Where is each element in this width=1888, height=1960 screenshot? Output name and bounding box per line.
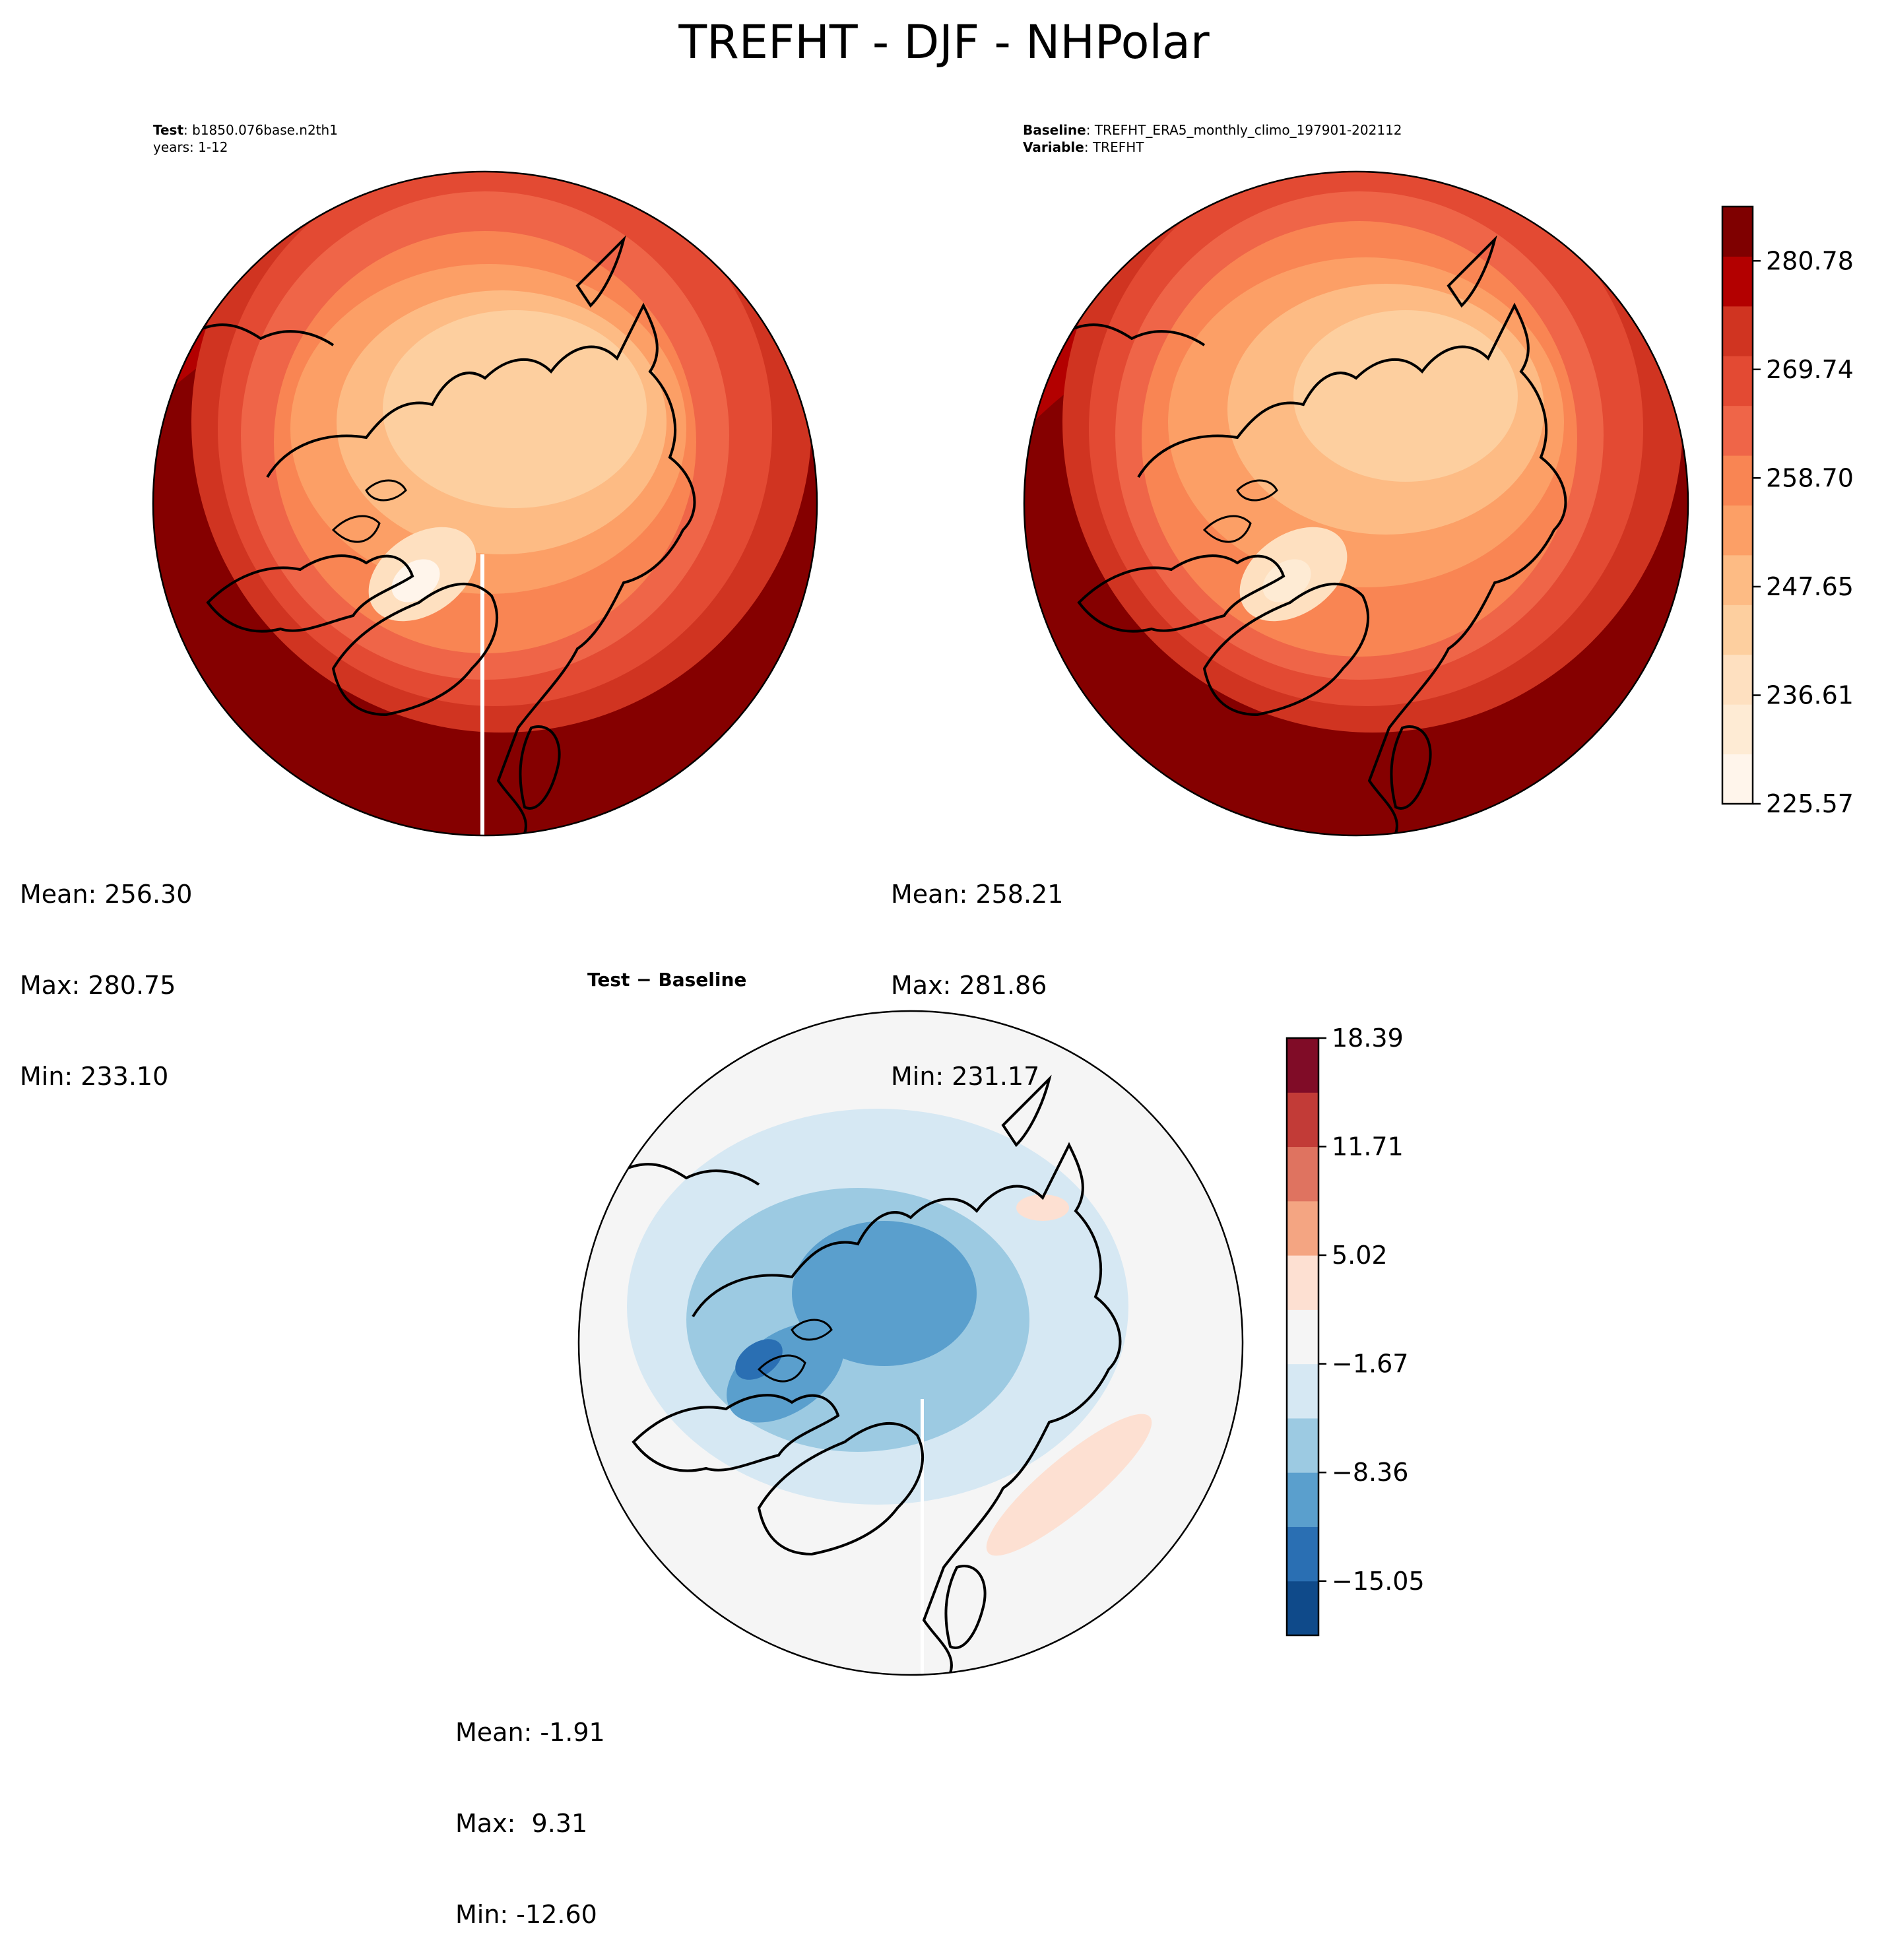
figure-title: TREFHT - DJF - NHPolar [678,15,1210,69]
difference-map-border [577,1010,1244,1676]
baseline-colorbar-segment [1722,754,1753,804]
test-max: Max: 280.75 [20,971,176,1000]
baseline-colorbar-tick-label: 236.61 [1766,680,1854,709]
baseline-colorbar-segment [1722,455,1753,506]
test-map [153,172,817,835]
test-min: Min: 233.10 [20,1062,169,1091]
baseline-colorbar-border [1721,205,1754,805]
test-header: Test: b1850.076base.n2th1 years: 1-12 [153,122,338,155]
baseline-map [1024,172,1688,835]
difference-colorbar: 18.39 11.71 5.02 −1.67 −8.36 −15.05 [1286,1024,1425,1637]
baseline-colorbar-segment [1722,505,1753,556]
baseline-map-border [1023,170,1689,837]
difference-max: Max: 9.31 [455,1809,588,1838]
baseline-colorbar-segment [1722,306,1753,356]
test-label: Test [153,122,184,138]
test-case-name: b1850.076base.n2th1 [192,122,338,138]
baseline-colorbar-segment [1722,654,1753,705]
difference-colorbar-segment [1287,1418,1318,1473]
baseline-mean: Mean: 258.21 [891,880,1064,909]
difference-colorbar-tick-label: 18.39 [1332,1024,1404,1053]
baseline-colorbar: 280.78 269.74 258.70 247.65 236.61 225.57 [1721,205,1854,818]
baseline-colorbar-segment [1722,554,1753,605]
baseline-colorbar-segment [1722,405,1753,456]
test-years: years: 1-12 [153,139,228,155]
difference-min: Min: -12.60 [455,1900,597,1929]
baseline-min: Min: 231.17 [891,1062,1040,1091]
baseline-label: Baseline [1023,122,1086,138]
baseline-colorbar-tick-label: 280.78 [1766,246,1854,275]
difference-colorbar-segment [1287,1472,1318,1527]
baseline-colorbar-segment [1722,604,1753,655]
test-map-border [152,170,818,837]
difference-colorbar-segment [1287,1526,1318,1582]
baseline-variable-label: Variable [1023,139,1084,155]
difference-stats: Mean: -1.91 Max: 9.31 Min: -12.60 [455,1656,605,1960]
difference-colorbar-segment [1287,1363,1318,1419]
baseline-colorbar-tick-label: 258.70 [1766,463,1854,492]
difference-title: Test − Baseline [587,969,747,991]
difference-colorbar-segment [1287,1200,1318,1256]
baseline-colorbar-segment [1722,356,1753,407]
test-mean: Mean: 256.30 [20,880,193,909]
difference-colorbar-tick-label: −15.05 [1332,1567,1425,1596]
baseline-colorbar-tick-label: 225.57 [1766,789,1854,818]
baseline-variable: TREFHT [1092,139,1144,155]
difference-colorbar-tick-label: −8.36 [1332,1458,1408,1487]
difference-map [579,1011,1243,1675]
baseline-max: Max: 281.86 [891,971,1047,1000]
difference-colorbar-segment [1287,1146,1318,1202]
difference-colorbar-segment [1287,1309,1318,1365]
baseline-colorbar-segment [1722,256,1753,307]
baseline-colorbar-segment [1722,207,1753,257]
difference-colorbar-segment [1287,1255,1318,1310]
difference-colorbar-tick-label: −1.67 [1332,1350,1408,1379]
difference-colorbar-border [1286,1037,1320,1637]
baseline-header: Baseline: TREFHT_ERA5_monthly_climo_1979… [1023,122,1402,155]
baseline-case-name: TREFHT_ERA5_monthly_climo_197901-202112 [1094,122,1402,138]
baseline-colorbar-tick-label: 247.65 [1766,572,1854,601]
figure-canvas: 280.78 269.74 258.70 247.65 236.61 225.57 18.… [152,170,1854,1676]
test-stats: Mean: 256.30 Max: 280.75 Min: 233.10 [20,818,192,1122]
difference-colorbar-segment [1287,1038,1318,1093]
difference-colorbar-segment [1287,1092,1318,1148]
difference-colorbar-segment [1287,1581,1318,1636]
difference-colorbar-tick-label: 5.02 [1332,1241,1388,1270]
baseline-stats: Mean: 258.21 Max: 281.86 Min: 231.17 [891,818,1063,1122]
baseline-colorbar-segment [1722,704,1753,755]
difference-mean: Mean: -1.91 [455,1718,605,1747]
difference-colorbar-tick-label: 11.71 [1332,1132,1404,1161]
baseline-colorbar-tick-label: 269.74 [1766,355,1854,384]
